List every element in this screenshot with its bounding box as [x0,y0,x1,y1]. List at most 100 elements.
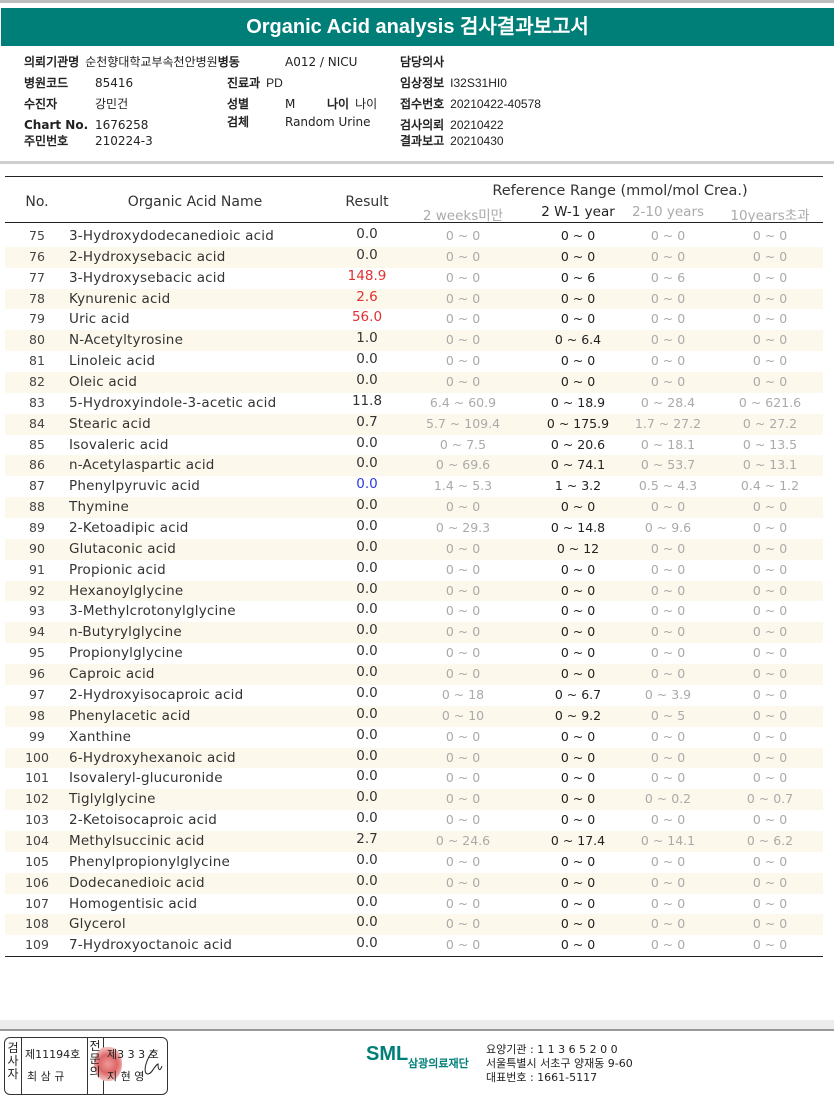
table-row: 89 2-Ketoadipic acid 0.0 0 ~ 29.3 0 ~ 14.8 0 … [5,518,823,539]
reference-range: 0 ~ 0 [445,269,481,285]
reference-range: 0 ~ 0 [752,248,788,264]
reference-range: 0 ~ 0.2 [644,791,692,807]
reference-range: 0 ~ 0 [752,728,788,744]
acid-name: Oleic acid [69,374,138,391]
table-row: 82 Oleic acid 0.0 0 ~ 0 0 ~ 0 0 ~ 0 0 ~ 0 [5,372,823,393]
result-value: 0.0 [356,935,378,952]
acid-name: 2-Ketoisocaproic acid [69,812,217,829]
value: 20210422-40578 [450,97,541,111]
acid-name: 5-Hydroxyindole-3-acetic acid [69,394,277,411]
reference-range: 0 ~ 0 [560,874,596,890]
row-number: 102 [25,791,49,807]
acid-name: Dodecanedioic acid [69,874,205,891]
acid-name: Isovaleric acid [69,436,169,453]
address: 서울특별시 서초구 양재동 9-60 [486,1057,633,1070]
label: Chart No. [24,118,89,132]
acid-name: Uric acid [69,311,130,328]
reference-range: 0 ~ 7.5 [439,436,487,452]
reference-range: 0 ~ 0 [752,290,788,306]
acid-name: Glycerol [69,916,126,933]
result-value: 0.0 [356,455,378,472]
reference-range: 0 ~ 0 [560,561,596,577]
result-value: 0.0 [356,726,378,743]
acid-name: Caproic acid [69,666,155,683]
reference-range: 0 ~ 0.7 [746,791,794,807]
table-row: 81 Linoleic acid 0.0 0 ~ 0 0 ~ 0 0 ~ 0 0 ~ 0 [5,351,823,372]
header-ref-col-3: 2-10 years [631,204,705,220]
label: 주민번호 [24,134,69,148]
row-number: 77 [29,269,45,285]
patient-value: 강민건 [95,97,129,111]
reference-range: 0 ~ 0 [650,770,686,786]
reference-range: 0 ~ 0 [650,749,686,765]
examiner-number: 제11194호 [25,1048,81,1061]
result-value: 0.0 [356,538,378,555]
table-row: 92 Hexanoylglycine 0.0 0 ~ 0 0 ~ 0 0 ~ 0 0 ~ 0 [5,580,823,602]
row-number: 90 [29,540,45,556]
reference-range: 0 ~ 0 [650,353,686,369]
reference-range: 0 ~ 0 [650,248,686,264]
specialist-name: 지 현 영 [107,1070,145,1083]
reference-range: 0 ~ 0 [560,374,596,390]
reference-range: 0 ~ 0 [752,853,788,869]
reference-range: 0 ~ 0 [560,311,596,327]
result-value: 0.0 [356,226,378,242]
reference-range: 0 ~ 0 [650,374,686,390]
header-bottom-rule [5,222,823,223]
table-top-rule [5,176,823,177]
reference-range: 0 ~ 621.6 [738,394,802,410]
label: 접수번호 [400,97,445,111]
table-row: 91 Propionic acid 0.0 0 ~ 0 0 ~ 0 0 ~ 0 0 ~ 0 [5,560,823,581]
result-value: 0.0 [356,518,378,535]
reference-range: 0 ~ 0 [560,812,596,828]
row-number: 87 [29,478,45,494]
reference-range: 0 ~ 0 [560,582,596,598]
reference-range: 0 ~ 0 [560,791,596,807]
reference-range: 0 ~ 0 [752,770,788,786]
result-value: 0.0 [356,246,378,263]
value: 20210430 [450,134,504,148]
result-value: 56.0 [351,309,383,326]
foundation-name: 삼광의료재단 [408,1057,469,1070]
table-row: 105 Phenylpropionylglycine 0.0 0 ~ 0 0 ~ 0 0 … [5,852,823,873]
result-value: 0.0 [356,768,378,785]
row-number: 88 [29,499,45,515]
reference-range: 0 ~ 0 [445,853,481,869]
reference-range: 0 ~ 0 [560,603,596,619]
reference-range: 0 ~ 0 [752,624,788,640]
table-row: 106 Dodecanedioic acid 0.0 0 ~ 0 0 ~ 0 0 ~ 0 0… [5,872,823,894]
reference-range: 0 ~ 0 [752,311,788,327]
result-value: 0.0 [356,705,378,722]
table-row: 109 7-Hydroxyoctanoic acid 0.0 0 ~ 0 0 ~ 0 0 … [5,935,823,956]
examiner-label: 검사자 [7,1041,19,1081]
table-row: 83 5-Hydroxyindole-3-acetic acid 11.8 6.4 ~… [5,393,823,414]
reference-range: 0 ~ 0 [445,874,481,890]
reference-range: 0 ~ 0 [560,728,596,744]
reference-range: 0 ~ 28.4 [640,394,696,410]
acid-name: 2-Ketoadipic acid [69,520,189,537]
reference-range: 0 ~ 0 [445,311,481,327]
reference-range: 0 ~ 0 [650,603,686,619]
reference-range: 0 ~ 0 [445,791,481,807]
footer-divider [0,1020,834,1031]
value: 나이 [355,97,378,111]
row-number: 80 [29,332,45,348]
result-value: 0.0 [356,684,378,701]
reference-range: 0 ~ 0 [650,728,686,744]
row-number: 78 [29,290,45,306]
lab-contact: 요양기관 : 1 1 3 6 5 2 0 0 서울특별시 서초구 양재동 9-6… [486,1043,633,1085]
reference-range: 0 ~ 0 [752,540,788,556]
specimen-value: Random Urine [285,115,371,129]
top-border [0,0,834,3]
reference-range: 1.4 ~ 5.3 [433,478,493,494]
row-number: 98 [29,707,45,723]
label: 의뢰기관명 [24,55,80,69]
result-value: 2.7 [356,830,378,847]
reference-range: 0 ~ 0 [650,311,686,327]
table-bottom-rule [5,956,823,957]
label: 병동 [217,55,240,69]
reference-range: 0 ~ 0 [752,353,788,369]
hospital-code-value: 85416 [95,76,134,90]
reference-range: 0 ~ 0 [445,540,481,556]
info-dept: 진료과 PD [227,73,283,93]
